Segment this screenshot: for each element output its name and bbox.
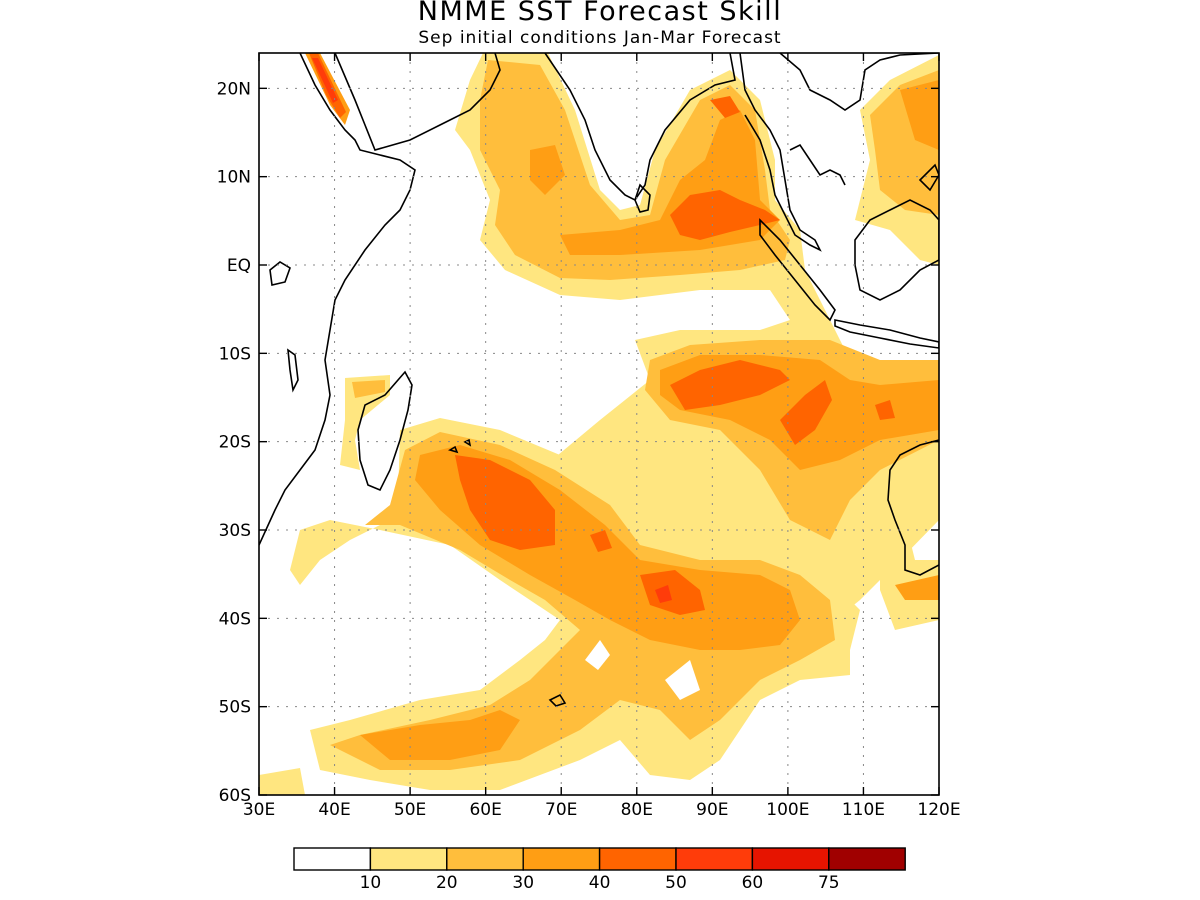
map-frame — [258, 52, 940, 796]
tick-label-lat: 20S — [219, 433, 251, 453]
colorbar-swatch — [598, 847, 677, 871]
tick-label-lon: 90E — [696, 800, 728, 820]
coast-mascarene — [448, 438, 472, 454]
coast-africa-arabia — [259, 53, 416, 546]
colorbar-swatch — [675, 847, 754, 871]
coast-indochina-malaya — [739, 53, 822, 252]
colorbar-swatch — [751, 847, 830, 871]
lat-axis: 20N 10N EQ 10S 20S 30S 40S 50S 60S — [217, 79, 939, 806]
colorbar-label: 30 — [512, 873, 534, 893]
contour-hole-2 — [665, 660, 700, 700]
tick-label-lon: 120E — [917, 800, 960, 820]
colorbar-swatch — [446, 847, 524, 871]
tick-label-lon: 60E — [469, 800, 501, 820]
colorbar-swatch — [828, 847, 906, 871]
contour-arabian-sea-30 — [530, 145, 565, 195]
contour-south-band-40b — [640, 570, 705, 615]
tick-label-lat: 10N — [217, 168, 251, 188]
contour-bay-of-bengal-40 — [670, 190, 780, 240]
contour-southeast-40b — [780, 380, 832, 445]
coast-kerguelen — [548, 693, 567, 707]
tick-label-lon: 70E — [545, 800, 577, 820]
colorbar-label: 10 — [360, 873, 382, 893]
coast-sumatra — [759, 218, 836, 322]
tick-label-lat: 20N — [217, 79, 251, 99]
tick-label-lat: EQ — [227, 256, 251, 276]
contour-bay-of-bengal-north-40 — [710, 96, 740, 118]
coast-vietnam — [789, 143, 846, 186]
colorbar-swatch — [522, 847, 601, 871]
tick-label-lon: 110E — [842, 800, 885, 820]
tick-label-lat: 10S — [219, 344, 251, 364]
coast-india — [544, 53, 736, 202]
colorbar-label: 50 — [665, 873, 687, 893]
tick-label-lat: 40S — [219, 609, 251, 629]
coast-madagascar — [357, 370, 413, 492]
map-subtitle: Sep initial conditions Jan-Mar Forecast — [418, 28, 782, 48]
contour-southwest-corner-10 — [259, 768, 305, 795]
contour-south-band-40 — [455, 455, 555, 550]
colorbar-swatch — [293, 847, 372, 871]
tick-label-lon: 40E — [318, 800, 350, 820]
colorbar-label: 40 — [589, 873, 611, 893]
coastlines — [259, 53, 939, 707]
map-grid — [259, 53, 939, 795]
contour-scs-30 — [900, 80, 939, 150]
tick-label-lat: 30S — [219, 521, 251, 541]
coast-socotra — [269, 261, 291, 286]
contour-red-sea-50 — [312, 58, 338, 103]
coast-philippines — [918, 163, 939, 192]
contour-southeast-40c — [875, 400, 895, 420]
colorbar-label: 20 — [436, 873, 458, 893]
tick-label-lon: 30E — [243, 800, 275, 820]
contour-south-band-30b — [360, 710, 520, 760]
tick-label-lat: 60S — [219, 786, 251, 806]
lon-axis: 30E 40E 50E 60E 70E 80E 90E 100E 110E 120E — [243, 53, 961, 820]
coast-east-africa-islands — [287, 348, 299, 393]
contour-west-australia-30 — [895, 575, 939, 600]
coast-borneo — [854, 199, 939, 301]
contour-hole-1 — [585, 640, 610, 670]
coast-arabia — [334, 53, 501, 151]
contour-southeast-40 — [670, 360, 790, 410]
colorbar-label: 60 — [742, 873, 764, 893]
coast-java — [834, 319, 939, 349]
coast-indochina-east — [779, 53, 939, 111]
skill-contours — [259, 53, 939, 795]
tick-label-lon: 50E — [394, 800, 426, 820]
contour-madagascar-20 — [352, 380, 385, 398]
coast-australia — [887, 439, 939, 576]
tick-label-lon: 100E — [766, 800, 809, 820]
colorbar-swatch — [369, 847, 448, 871]
colorbar-label: 75 — [818, 873, 840, 893]
contour-south-band-50 — [655, 585, 672, 603]
tick-label-lat: 50S — [219, 698, 251, 718]
coast-sri-lanka — [634, 183, 651, 213]
map-title: NMME SST Forecast Skill — [417, 0, 783, 27]
colorbar: 10 20 30 40 50 60 75 — [293, 847, 906, 893]
contour-south-band-40c — [590, 530, 612, 552]
tick-label-lon: 80E — [621, 800, 653, 820]
